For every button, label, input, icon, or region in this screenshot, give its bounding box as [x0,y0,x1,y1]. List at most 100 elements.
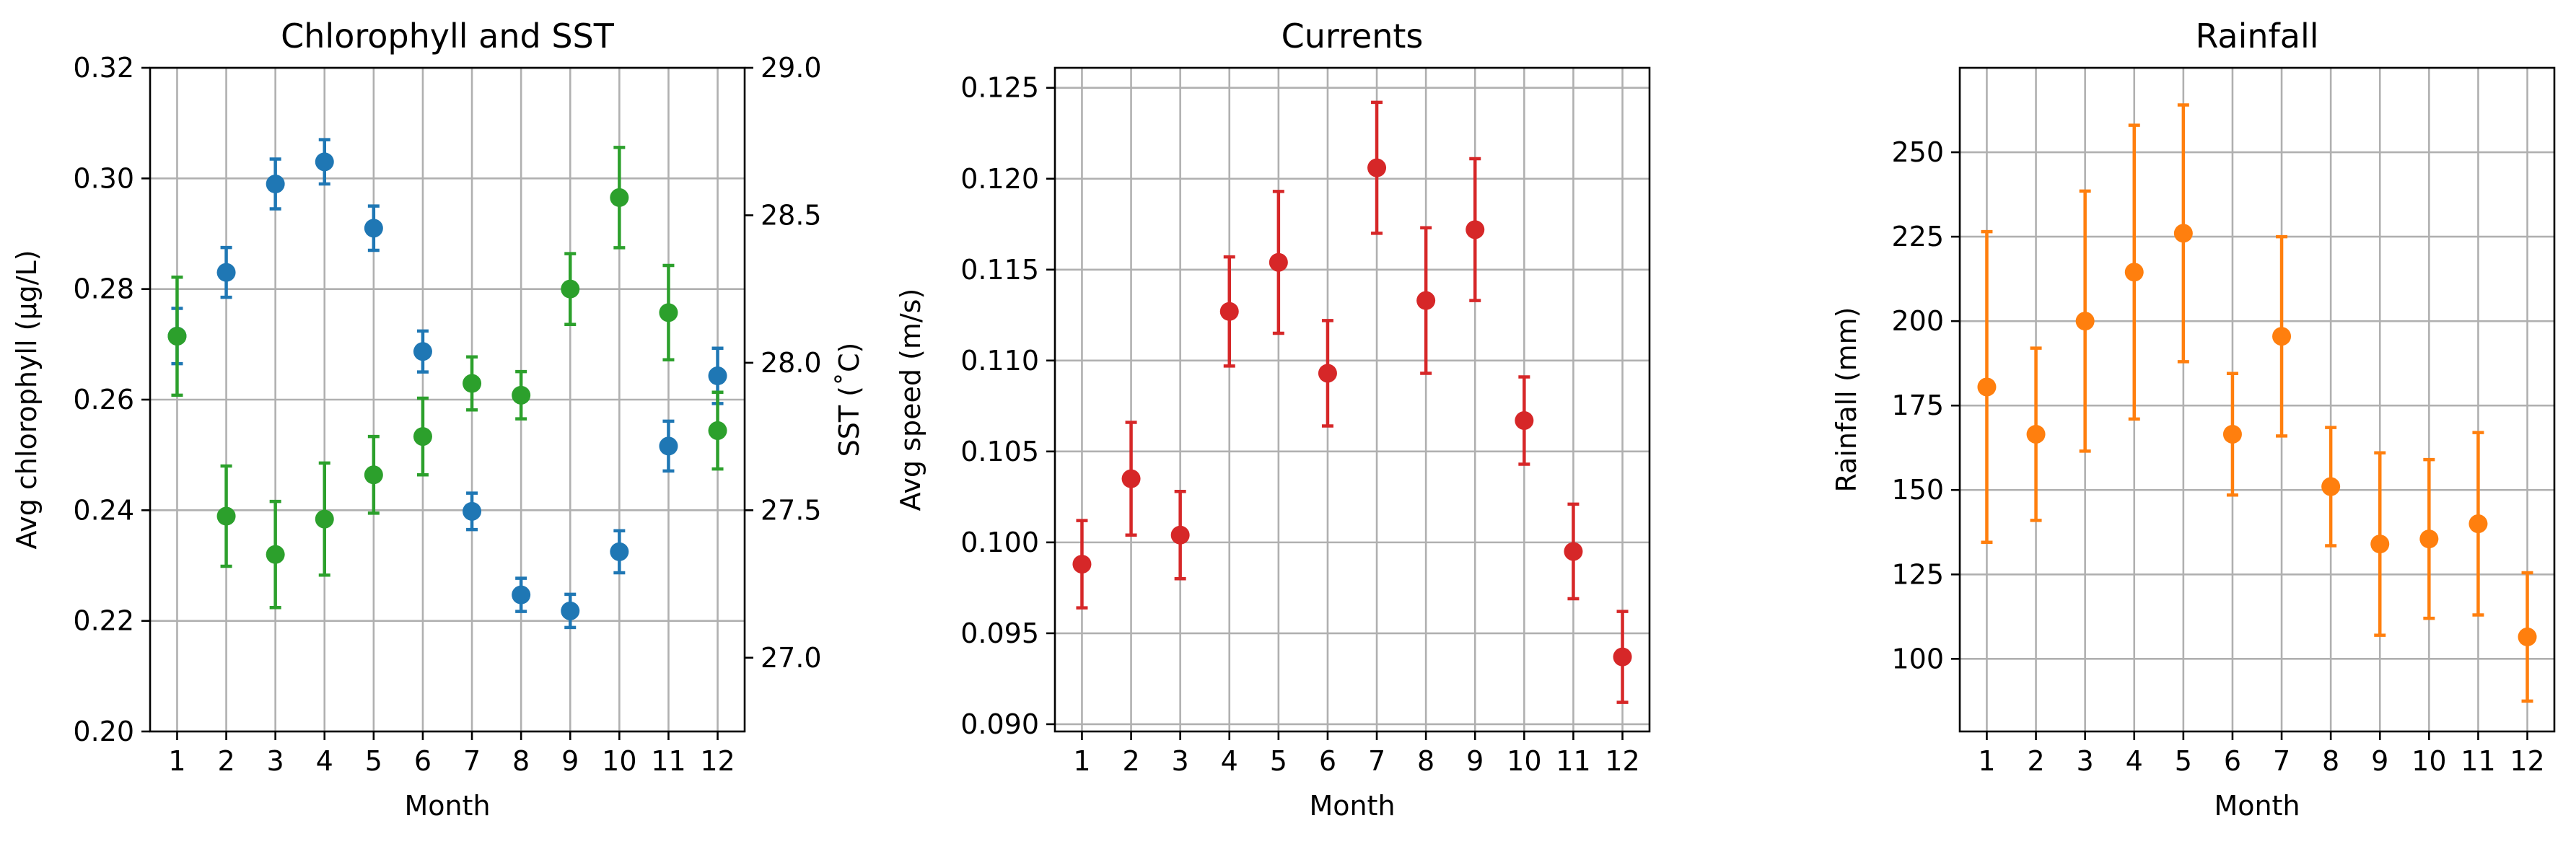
y2-tick-label: 28.5 [761,199,822,231]
data-point [266,545,285,564]
data-point [1072,555,1092,574]
data-point [2026,424,2046,444]
x-tick-label: 8 [512,745,530,777]
y-tick-label: 0.100 [960,527,1039,558]
x-tick-label: 12 [2510,745,2544,777]
y-tick-label: 0.30 [73,162,134,194]
x-tick-label: 9 [2371,745,2388,777]
y-tick-label: 150 [1891,474,1944,506]
x-tick-label: 6 [414,745,431,777]
data-point [708,421,727,440]
chart-panel-1: 1 2 3 4 5 6 7 8 9 10 11 120.200.220.240.260.280.300… [11,17,865,822]
data-point [413,342,432,361]
x-axis-label: Month [404,790,490,822]
x-axis-label: Month [2214,790,2300,822]
y-tick-label: 0.28 [73,273,134,305]
x-tick-label: 6 [1319,745,1336,777]
data-point [2075,312,2095,331]
plot-frame [1958,66,2556,733]
x-tick-label: 9 [561,745,579,777]
y-axis-label: Avg chlorophyll (μg/L) [11,250,43,549]
x-tick-label: 4 [2126,745,2143,777]
x-tick-label: 4 [316,745,333,777]
y2-tick-label: 29.0 [761,52,822,84]
y-tick-label: 175 [1891,390,1944,421]
y2-tick-label: 28.0 [761,347,822,379]
data-point [610,188,629,207]
data-point [2518,627,2537,646]
data-point [2173,224,2193,243]
y-tick-label: 0.125 [960,72,1039,104]
x-tick-label: 3 [267,745,284,777]
chart-title: Rainfall [2195,17,2318,56]
data-point [2222,424,2242,444]
y2-tick-label: 27.5 [761,494,822,526]
chart-panel-3: 1 2 3 4 5 6 7 8 9 10 11 12100125150175200225250Rain… [1831,17,2556,822]
data-point [266,175,285,193]
data-point [364,219,383,238]
y-tick-label: 200 [1891,305,1944,337]
x-tick-label: 8 [2322,745,2339,777]
x-tick-label: 11 [2461,745,2495,777]
data-point [2468,514,2488,534]
data-point [561,279,580,299]
x-tick-label: 10 [1507,745,1541,777]
x-tick-label: 1 [1978,745,1995,777]
x-tick-label: 11 [1556,745,1590,777]
data-point [2124,263,2144,282]
data-point [1219,302,1239,321]
y-tick-label: 0.095 [960,617,1039,649]
x-tick-label: 7 [463,745,481,777]
chart-panel-2: 1 2 3 4 5 6 7 8 9 10 11 120.0900.0950.1000.1050.110… [895,17,1651,822]
y-tick-label: 225 [1891,221,1944,252]
series-1 [167,138,727,630]
data-point [167,327,187,346]
data-point [1318,364,1337,383]
data-point [1977,377,1997,397]
data-point [2419,529,2439,549]
y-tick-label: 0.105 [960,436,1039,467]
y-tick-label: 0.20 [73,716,134,747]
data-point [1515,410,1534,430]
data-point [561,601,580,620]
x-tick-label: 12 [1605,745,1639,777]
data-point [2370,535,2390,554]
data-point [463,374,482,393]
data-point [659,303,678,322]
data-point [315,509,334,529]
data-point [1170,525,1190,545]
data-point [463,501,482,521]
x-tick-label: 6 [2224,745,2241,777]
data-point [1466,220,1485,239]
y-tick-label: 0.24 [73,494,134,526]
data-point [1416,291,1436,310]
y-tick-label: 250 [1891,136,1944,168]
data-point [413,427,432,447]
x-tick-label: 2 [2027,745,2044,777]
data-point [216,506,236,526]
data-point [708,366,727,386]
y-tick-label: 0.26 [73,384,134,416]
x-tick-label: 1 [1073,745,1090,777]
data-point [1367,158,1387,177]
x-tick-label: 9 [1466,745,1484,777]
y-tick-label: 0.115 [960,254,1039,286]
series-1 [1072,100,1632,704]
data-point [1269,252,1288,272]
data-point [315,152,334,172]
y2-axis-label: SST (˚C) [833,343,865,457]
y-axis-label: Rainfall (mm) [1831,307,1862,492]
x-tick-label: 4 [1221,745,1238,777]
chart-title: Chlorophyll and SST [281,17,615,56]
x-tick-label: 5 [1270,745,1287,777]
x-tick-label: 3 [2077,745,2094,777]
data-point [364,465,383,485]
y-axis-label: Avg speed (m/s) [895,289,926,511]
y-tick-label: 0.32 [73,52,134,84]
x-tick-label: 12 [700,745,735,777]
data-point [1613,647,1632,667]
x-tick-label: 7 [2273,745,2290,777]
x-axis-label: Month [1309,790,1395,822]
y-tick-label: 0.120 [960,163,1039,195]
